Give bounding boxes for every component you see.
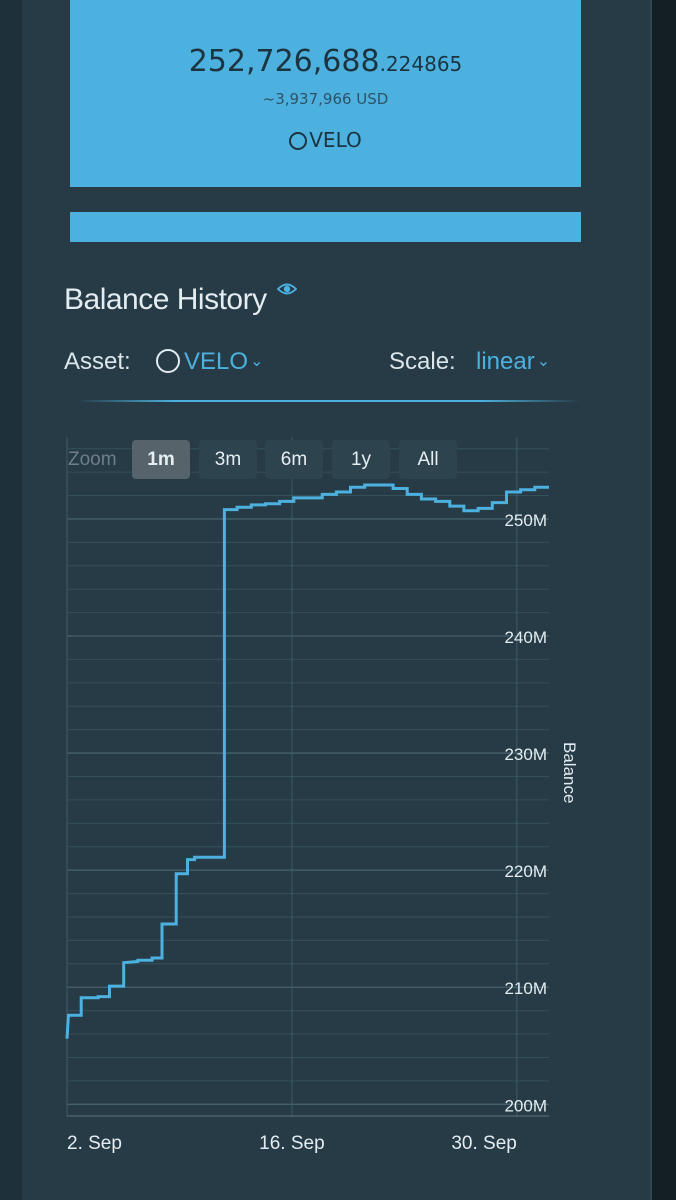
- balance-usd: ~3,937,966 USD: [262, 90, 389, 108]
- y-tick-label: 240M: [504, 628, 547, 647]
- series-line: [65, 483, 549, 1039]
- balance-asset-code: VELO: [309, 128, 362, 152]
- x-tick-label: 2. Sep: [67, 1133, 122, 1154]
- balance-amount: 252,726,688.224865: [70, 44, 581, 79]
- scale-dropdown[interactable]: linear ⌄: [476, 348, 550, 376]
- account-bar[interactable]: [70, 212, 581, 242]
- zoom-button-all[interactable]: All: [399, 440, 457, 479]
- y-tick-label: 250M: [504, 511, 547, 530]
- asset-label: Asset:: [64, 348, 131, 375]
- zoom-button-1m[interactable]: 1m: [132, 440, 190, 479]
- y-tick-label: 230M: [504, 745, 547, 764]
- chevron-down-icon: ⌄: [536, 353, 551, 370]
- chevron-down-icon: ⌄: [250, 353, 264, 370]
- asset-dropdown-value: VELO: [184, 348, 249, 375]
- eye-icon[interactable]: [276, 278, 298, 300]
- asset-circle-icon: [289, 132, 308, 150]
- asset-circle-icon: [156, 349, 180, 373]
- balance-asset: VELO: [70, 128, 581, 152]
- left-edge: [0, 0, 22, 1200]
- right-edge-line: [650, 0, 652, 1200]
- y-tick-label: 200M: [504, 1096, 547, 1115]
- balance-amount-decimals: .224865: [379, 52, 463, 76]
- balance-amount-main: 252,726,688: [188, 44, 380, 79]
- section-title: Balance History: [64, 283, 267, 316]
- zoom-label: Zoom: [68, 449, 117, 470]
- balance-card: 252,726,688.224865 ~3,937,966 USD VELO: [70, 0, 581, 187]
- zoom-button-3m[interactable]: 3m: [199, 440, 257, 479]
- divider: [76, 400, 581, 402]
- x-tick-label: 16. Sep: [259, 1133, 325, 1154]
- scale-label: Scale:: [389, 348, 456, 375]
- x-tick-label: 30. Sep: [451, 1133, 517, 1154]
- asset-dropdown[interactable]: VELO ⌄: [156, 348, 263, 376]
- right-edge: [652, 0, 676, 1200]
- y-axis-label: Balance: [560, 742, 579, 804]
- scale-dropdown-value: linear: [476, 348, 535, 375]
- zoom-button-6m[interactable]: 6m: [265, 440, 323, 479]
- y-tick-label: 220M: [504, 862, 547, 881]
- y-tick-label: 210M: [504, 979, 547, 998]
- zoom-button-1y[interactable]: 1y: [332, 440, 390, 479]
